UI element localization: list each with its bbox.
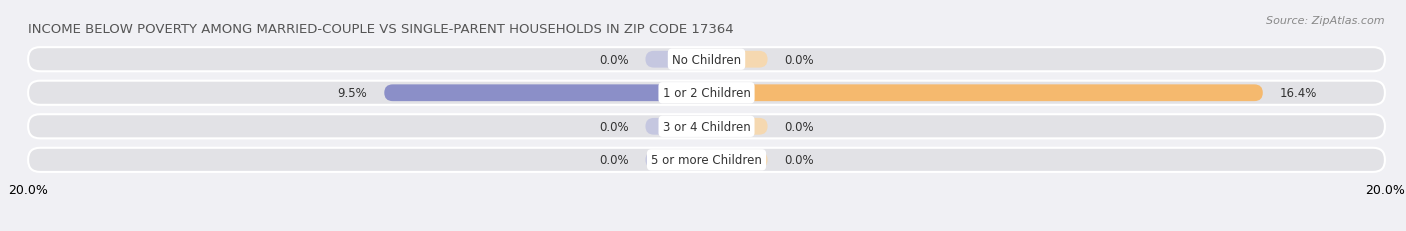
Text: 3 or 4 Children: 3 or 4 Children [662,120,751,133]
FancyBboxPatch shape [28,148,1385,172]
Text: 9.5%: 9.5% [337,87,367,100]
FancyBboxPatch shape [707,152,768,168]
Text: 0.0%: 0.0% [785,120,814,133]
FancyBboxPatch shape [645,119,707,135]
Text: No Children: No Children [672,54,741,67]
Text: 5 or more Children: 5 or more Children [651,154,762,167]
FancyBboxPatch shape [707,52,768,68]
Text: 1 or 2 Children: 1 or 2 Children [662,87,751,100]
Text: 0.0%: 0.0% [599,120,628,133]
FancyBboxPatch shape [28,81,1385,105]
FancyBboxPatch shape [28,48,1385,72]
Text: 0.0%: 0.0% [599,154,628,167]
FancyBboxPatch shape [707,119,768,135]
FancyBboxPatch shape [645,52,707,68]
FancyBboxPatch shape [384,85,707,102]
Text: 0.0%: 0.0% [785,154,814,167]
Text: INCOME BELOW POVERTY AMONG MARRIED-COUPLE VS SINGLE-PARENT HOUSEHOLDS IN ZIP COD: INCOME BELOW POVERTY AMONG MARRIED-COUPL… [28,23,734,36]
Text: 0.0%: 0.0% [599,54,628,67]
Text: 0.0%: 0.0% [785,54,814,67]
Text: Source: ZipAtlas.com: Source: ZipAtlas.com [1267,16,1385,26]
Text: 16.4%: 16.4% [1279,87,1317,100]
FancyBboxPatch shape [645,152,707,168]
FancyBboxPatch shape [707,85,1263,102]
FancyBboxPatch shape [28,115,1385,139]
